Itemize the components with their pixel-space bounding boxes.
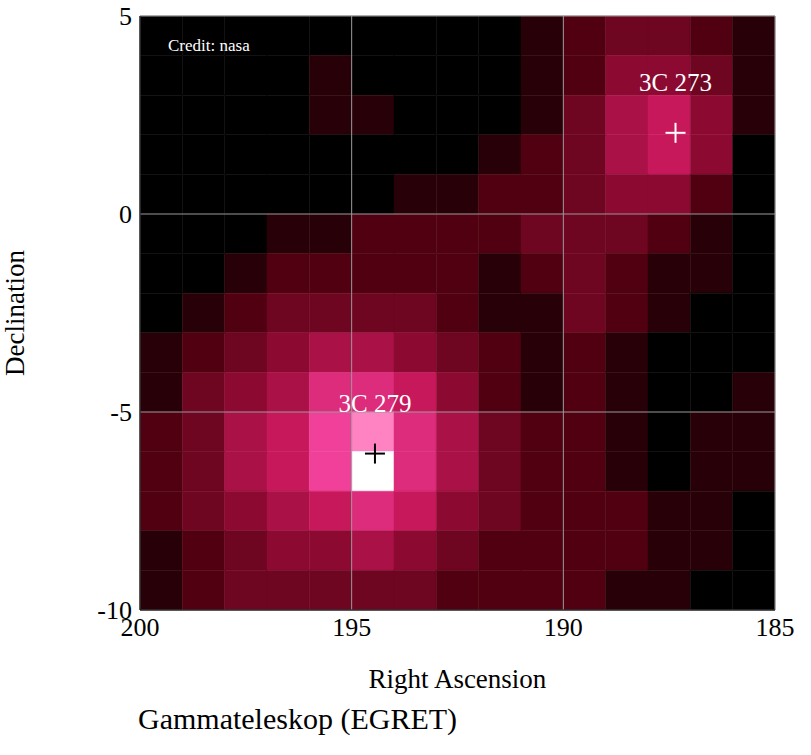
svg-text:190: 190 [544,613,583,642]
svg-text:Declination: Declination [0,250,30,376]
svg-text:3C 279: 3C 279 [338,390,411,417]
svg-text:Right Ascension: Right Ascension [369,664,547,694]
svg-text:-10: -10 [97,596,132,625]
svg-text:200: 200 [120,613,160,643]
svg-text:195: 195 [332,613,371,642]
svg-text:3C 273: 3C 273 [639,69,712,96]
svg-text:0: 0 [119,200,132,229]
svg-text:5: 5 [119,2,132,31]
html-text:Gammateleskop (EGRET): Gammateleskop (EGRET) [138,702,458,735]
svg-text:-5: -5 [110,398,132,427]
svg-text:185: 185 [756,613,795,642]
html-text:Credit: nasa: Credit: nasa [168,36,250,55]
